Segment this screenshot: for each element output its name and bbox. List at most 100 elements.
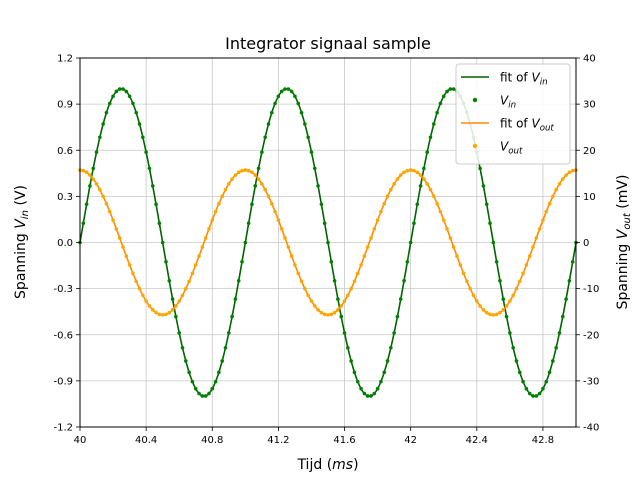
data-point [293, 94, 297, 99]
data-point [104, 201, 109, 206]
y-right-tick-label: -20 [583, 330, 599, 341]
data-point [494, 259, 499, 264]
data-point [250, 170, 254, 175]
data-point [227, 182, 231, 186]
data-point [266, 122, 271, 126]
data-point [567, 170, 572, 175]
series-markers-v-out [78, 168, 578, 317]
x-tick-label: 40.8 [201, 435, 223, 446]
data-point [121, 87, 125, 91]
data-point [554, 345, 558, 350]
data-point [481, 184, 486, 188]
data-point [359, 386, 363, 391]
data-point [190, 379, 195, 384]
data-point [382, 370, 387, 375]
data-point [174, 314, 178, 319]
x-tick-label: 40.4 [135, 435, 157, 446]
data-point [329, 312, 334, 317]
data-point [465, 279, 469, 284]
data-point [197, 254, 201, 258]
data-point [432, 122, 436, 126]
legend-label: Vin​ [500, 94, 516, 111]
data-point [187, 370, 191, 375]
data-point [200, 394, 205, 398]
data-point [283, 236, 287, 240]
y-axis-label-right: Spanning Vout​ (mV) [615, 175, 633, 310]
data-point [207, 227, 211, 231]
data-point [141, 293, 145, 298]
data-point [349, 359, 353, 363]
data-point [342, 331, 347, 335]
data-point [273, 101, 277, 106]
data-point [154, 202, 158, 207]
data-point [362, 391, 367, 396]
data-point [369, 236, 373, 240]
data-point [352, 279, 357, 284]
x-axis-label: Tijd (ms) [296, 457, 358, 473]
data-point [312, 166, 317, 171]
data-point [392, 182, 396, 186]
y-left-tick-label: 0.3 [57, 192, 73, 203]
data-point [312, 304, 317, 308]
legend-label: Vout​ [500, 140, 523, 157]
data-point [547, 201, 552, 206]
data-point [303, 122, 307, 126]
data-point [279, 89, 284, 94]
data-point [557, 331, 562, 335]
data-point [375, 218, 380, 222]
data-point [392, 331, 396, 335]
data-point [458, 263, 463, 267]
legend-label: fit of Vin​ [500, 71, 548, 88]
data-point [511, 345, 515, 350]
data-point [428, 135, 433, 140]
data-point [332, 310, 337, 315]
series-layer [78, 87, 578, 398]
data-point [346, 293, 350, 298]
data-point [84, 202, 89, 207]
data-point [336, 297, 340, 301]
data-point [111, 94, 115, 99]
data-point [544, 379, 549, 384]
data-point [303, 286, 307, 291]
data-point [422, 177, 426, 181]
data-point [266, 194, 271, 199]
data-point [382, 201, 387, 206]
data-point [84, 170, 89, 175]
data-point [412, 168, 416, 173]
data-point [415, 202, 420, 207]
data-point [375, 386, 380, 391]
data-point [236, 170, 241, 175]
data-point [286, 245, 291, 249]
data-point [398, 173, 403, 177]
data-point [193, 386, 198, 391]
data-point [107, 101, 112, 106]
data-point [91, 166, 96, 171]
legend-item: fit of Vout​ [461, 117, 554, 134]
data-point [193, 263, 198, 267]
data-point [385, 194, 390, 199]
y-right-ticks: 40 30 20 10 0 -10 -20 -30 -40 [576, 54, 599, 434]
y-right-tick-label: 20 [583, 146, 596, 157]
data-point [524, 386, 529, 391]
data-point [527, 391, 532, 396]
data-point [475, 299, 479, 303]
data-point [405, 168, 410, 173]
data-point [514, 359, 519, 363]
data-point [541, 218, 545, 222]
x-tick-label: 41.2 [267, 435, 289, 446]
data-point [276, 218, 281, 222]
data-point [448, 236, 453, 240]
data-point [389, 187, 393, 192]
x-tick-label: 40 [74, 435, 87, 446]
data-point [521, 379, 525, 384]
data-point [273, 209, 277, 214]
data-point [137, 286, 142, 291]
data-point [362, 254, 367, 258]
data-point [174, 304, 178, 308]
data-point [441, 94, 446, 99]
data-point [438, 101, 443, 106]
data-point [564, 173, 568, 177]
data-point [471, 293, 476, 298]
x-tick-label: 42.8 [532, 435, 554, 446]
chart-title: Integrator signaal sample [225, 34, 431, 53]
